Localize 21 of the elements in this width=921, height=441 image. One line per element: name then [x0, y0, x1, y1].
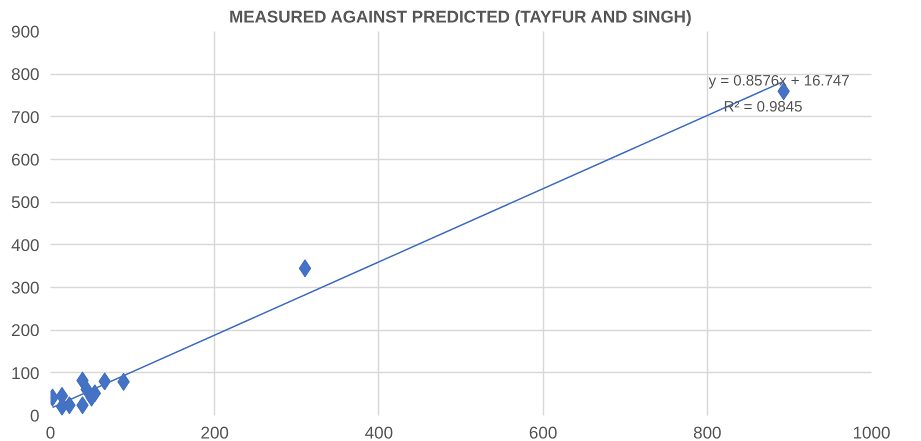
y-tick-label: 700 [11, 108, 40, 127]
y-tick-label: 200 [11, 321, 40, 340]
x-tick-label: 1000 [852, 424, 890, 441]
y-tick-label: 900 [11, 22, 40, 42]
x-tick-label: 600 [528, 424, 558, 441]
x-tick-label: 200 [200, 424, 229, 441]
point [76, 396, 89, 414]
y-tick-label: 100 [11, 364, 40, 383]
y-tick-label: 800 [11, 65, 40, 84]
x-tick-label: 0 [46, 424, 56, 441]
y-tick-label: 300 [11, 278, 40, 298]
point [298, 259, 312, 278]
y-tick-label: 500 [11, 193, 40, 212]
x-tick-label: 800 [693, 424, 722, 441]
y-tick-label: 600 [11, 150, 40, 170]
chart-title: MEASURED AGAINST PREDICTED (TAYFUR AND SINGH) [229, 8, 692, 26]
annotation: y = 0.8576x + 16.747 [708, 72, 850, 90]
y-tick-label: 400 [11, 236, 40, 255]
point [117, 372, 130, 391]
y-tick-label: 0 [30, 406, 40, 426]
x-tick-label: 400 [364, 424, 394, 441]
